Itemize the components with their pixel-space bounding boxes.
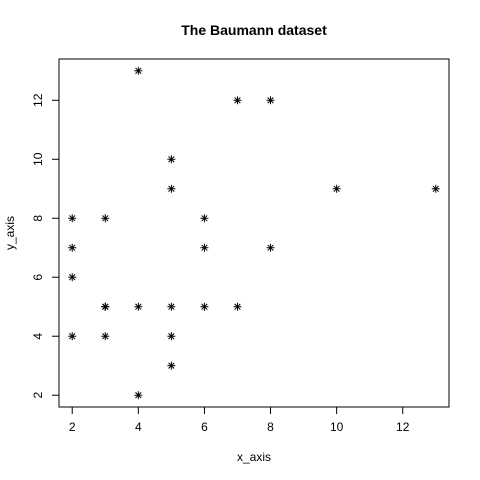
y-axis: 2 4 6 8 10 12 (31, 93, 59, 399)
data-point (233, 96, 242, 105)
data-point (134, 391, 143, 400)
y-tick-label: 8 (31, 215, 45, 222)
data-point (266, 96, 275, 105)
data-point (332, 184, 341, 193)
data-point (167, 332, 176, 341)
y-tick-label: 4 (31, 333, 45, 340)
data-point (68, 243, 77, 252)
chart-title: The Baumann dataset (181, 22, 327, 38)
data-point (167, 361, 176, 370)
x-axis-label: x_axis (237, 450, 271, 464)
data-point (200, 214, 209, 223)
y-axis-label: y_axis (3, 216, 17, 250)
data-points (68, 66, 440, 400)
data-point (266, 243, 275, 252)
x-tick-label: 10 (330, 420, 344, 434)
data-point (134, 66, 143, 75)
data-point (68, 273, 77, 282)
data-point (200, 243, 209, 252)
data-point (101, 214, 110, 223)
y-tick-label: 12 (31, 93, 45, 107)
x-tick-label: 12 (396, 420, 410, 434)
data-point (68, 214, 77, 223)
data-point (167, 184, 176, 193)
x-tick-label: 6 (201, 420, 208, 434)
data-point (233, 302, 242, 311)
y-tick-label: 6 (31, 274, 45, 281)
data-point (101, 302, 110, 311)
x-axis: 2 4 6 8 10 12 (69, 407, 410, 434)
x-tick-label: 8 (267, 420, 274, 434)
x-tick-label: 4 (135, 420, 142, 434)
data-point (134, 302, 143, 311)
data-point (167, 155, 176, 164)
data-point (101, 332, 110, 341)
data-point (68, 332, 77, 341)
data-point (167, 302, 176, 311)
y-tick-label: 10 (31, 152, 45, 166)
data-point (431, 184, 440, 193)
data-point (200, 302, 209, 311)
plot-frame (58, 58, 450, 408)
x-tick-label: 2 (69, 420, 76, 434)
y-tick-label: 2 (31, 392, 45, 399)
